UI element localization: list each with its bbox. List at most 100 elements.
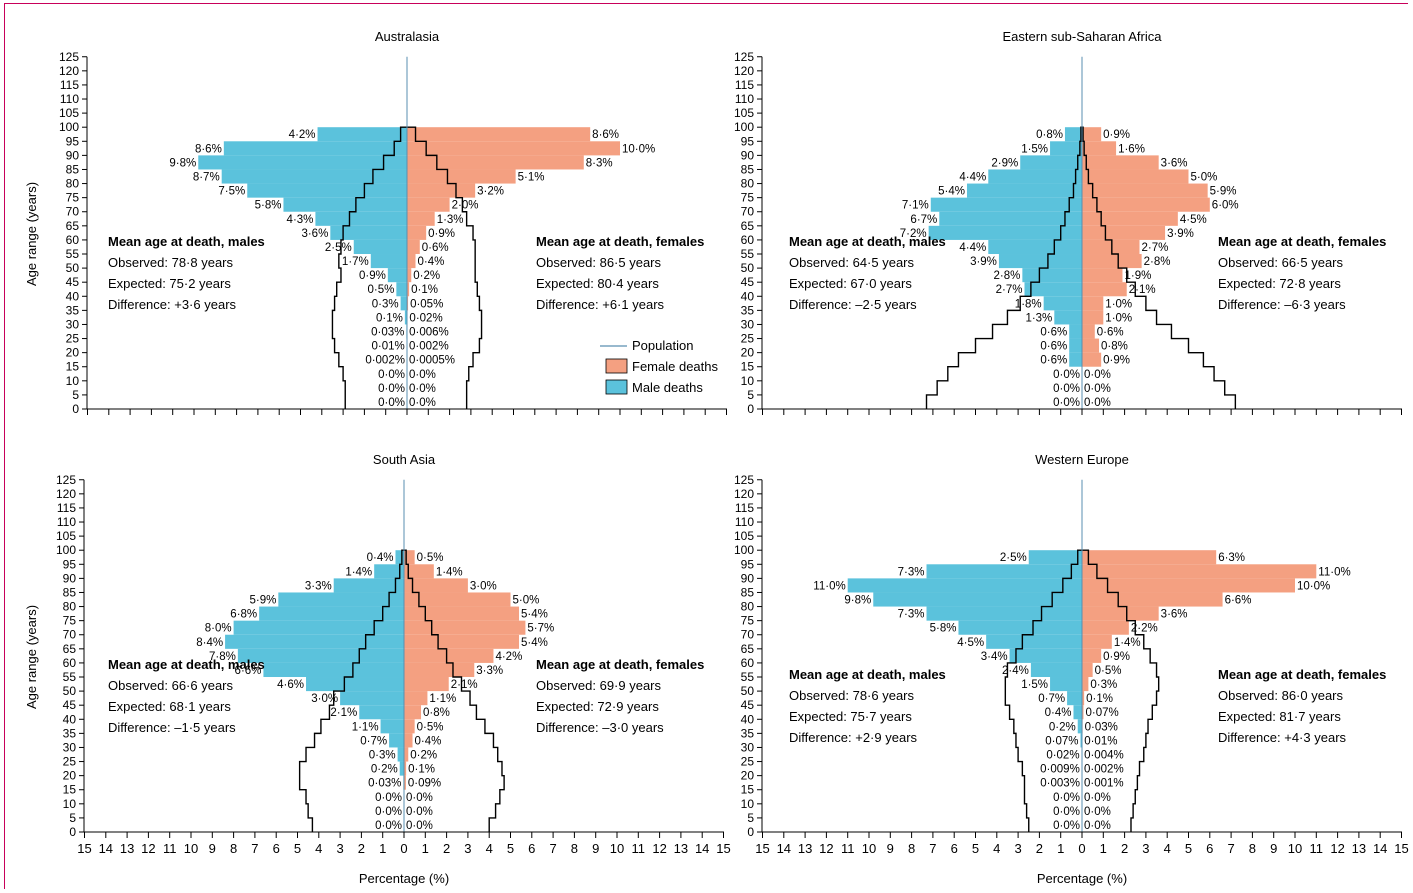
female-bar: [404, 550, 415, 565]
stats-males-line-3: Difference: –2·5 years: [789, 297, 917, 312]
female-data-label: 0·0%: [1084, 820, 1111, 832]
male-data-label: 0·07%: [1045, 735, 1078, 747]
male-data-label: 4·6%: [277, 679, 304, 691]
female-bar: [1082, 268, 1123, 283]
y-tick-label: 35: [741, 303, 755, 317]
male-bar: [315, 211, 407, 226]
y-tick-label: 55: [741, 670, 755, 684]
stats-females-line-2: Expected: 72·9 years: [536, 699, 659, 714]
male-data-label: 7·8%: [209, 651, 236, 663]
male-data-label: 9·8%: [844, 595, 871, 607]
x-tick-label: 4: [315, 841, 322, 856]
y-tick-label: 55: [66, 247, 80, 261]
female-data-label: 0·4%: [418, 256, 445, 268]
y-tick-label: 115: [57, 501, 76, 515]
male-bar: [259, 606, 404, 621]
female-data-label: 2·1%: [451, 679, 478, 691]
y-tick-label: 120: [734, 64, 754, 78]
male-bar: [1020, 155, 1082, 170]
female-data-label: 0·0%: [1084, 397, 1111, 409]
x-tick-label: 12: [1330, 841, 1344, 856]
male-bar: [1022, 268, 1082, 283]
male-data-label: 8·0%: [205, 623, 232, 635]
female-bar: [1082, 211, 1178, 226]
male-bar: [263, 662, 404, 678]
male-bar: [404, 310, 407, 325]
male-data-label: 3·0%: [311, 693, 338, 705]
stats-males-line-3: Difference: +3·6 years: [108, 297, 237, 312]
female-bar: [1082, 155, 1159, 170]
y-tick-label: 5: [69, 811, 76, 825]
male-data-label: 2·4%: [1002, 665, 1029, 677]
female-bar: [407, 296, 409, 311]
female-data-label: 8·6%: [592, 129, 619, 141]
female-data-label: 0·6%: [1097, 327, 1124, 339]
male-data-label: 7·2%: [900, 228, 927, 240]
male-data-label: 0·2%: [1049, 721, 1076, 733]
y-tick-label: 0: [747, 402, 754, 416]
x-tick-label: 14: [1373, 841, 1387, 856]
stats-females-line-3: Difference: –6·3 years: [1218, 297, 1346, 312]
y-tick-label: 80: [66, 177, 80, 191]
x-tick-label: 8: [1249, 841, 1256, 856]
female-bar: [404, 662, 475, 678]
female-data-label: 0·002%: [1084, 764, 1124, 776]
male-data-label: 0·9%: [359, 270, 386, 282]
stats-males-line-0: Mean age at death, males: [108, 234, 265, 249]
x-tick-label: 6: [1206, 841, 1213, 856]
y-tick-label: 25: [63, 755, 77, 769]
x-tick-label: 8: [908, 841, 915, 856]
y-tick-label: 70: [66, 205, 80, 219]
male-data-label: 0·02%: [1046, 750, 1079, 762]
male-data-label: 4·3%: [287, 214, 314, 226]
male-bar: [225, 634, 404, 649]
male-bar: [395, 550, 404, 565]
stats-males-line-0: Mean age at death, males: [108, 657, 265, 672]
panel-title: Eastern sub-Saharan Africa: [1003, 29, 1163, 44]
panel-0: Australasia05101520253035404550556065707…: [59, 29, 727, 416]
male-data-label: 4·2%: [289, 129, 316, 141]
female-data-label: 3·6%: [1161, 609, 1188, 621]
y-tick-label: 110: [735, 92, 754, 106]
female-data-label: 0·0005%: [409, 355, 455, 367]
male-data-label: 2·1%: [330, 707, 357, 719]
panel-2: South Asia051015202530354045505560657075…: [56, 452, 731, 856]
female-bar: [1082, 691, 1085, 706]
y-tick-label: 85: [63, 585, 77, 599]
x-tick-label: 11: [632, 841, 646, 856]
female-bar: [407, 127, 591, 142]
y-tick-label: 60: [741, 656, 755, 670]
male-data-label: 0·3%: [369, 750, 396, 762]
figure-frame: [4, 3, 1408, 889]
female-bar: [404, 620, 526, 635]
female-bar: [1082, 606, 1159, 621]
panel-1: Eastern sub-Saharan Africa 05101520253035…: [734, 29, 1402, 416]
y-tick-label: 45: [66, 275, 80, 289]
female-data-label: 1·3%: [437, 214, 464, 226]
y-tick-label: 15: [741, 360, 755, 374]
male-data-label: 0·0%: [1053, 792, 1080, 804]
x-tick-label: 5: [294, 841, 301, 856]
female-data-label: 0·006%: [409, 327, 449, 339]
female-bar: [404, 648, 494, 663]
female-data-label: 4·2%: [495, 651, 522, 663]
female-data-label: 6·6%: [1225, 595, 1252, 607]
male-data-label: 5·9%: [249, 595, 276, 607]
y-tick-label: 110: [57, 515, 76, 529]
male-data-label: 0·0%: [375, 792, 402, 804]
y-tick-label: 125: [56, 473, 76, 487]
stats-females-line-0: Mean age at death, females: [536, 234, 704, 249]
female-data-label: 1·4%: [1114, 637, 1141, 649]
male-bar: [1069, 352, 1082, 367]
y-tick-label: 70: [63, 628, 77, 642]
y-tick-label: 20: [741, 346, 755, 360]
panel-title: Western Europe: [1035, 452, 1129, 467]
male-data-label: 0·0%: [1053, 806, 1080, 818]
stats-males-line-2: Expected: 75·2 years: [108, 276, 231, 291]
female-bar: [407, 211, 435, 226]
y-tick-label: 90: [741, 148, 755, 162]
male-bar: [988, 169, 1082, 184]
male-bar: [966, 183, 1082, 198]
legend-male-label: Male deaths: [632, 380, 703, 395]
female-bar: [407, 254, 416, 269]
